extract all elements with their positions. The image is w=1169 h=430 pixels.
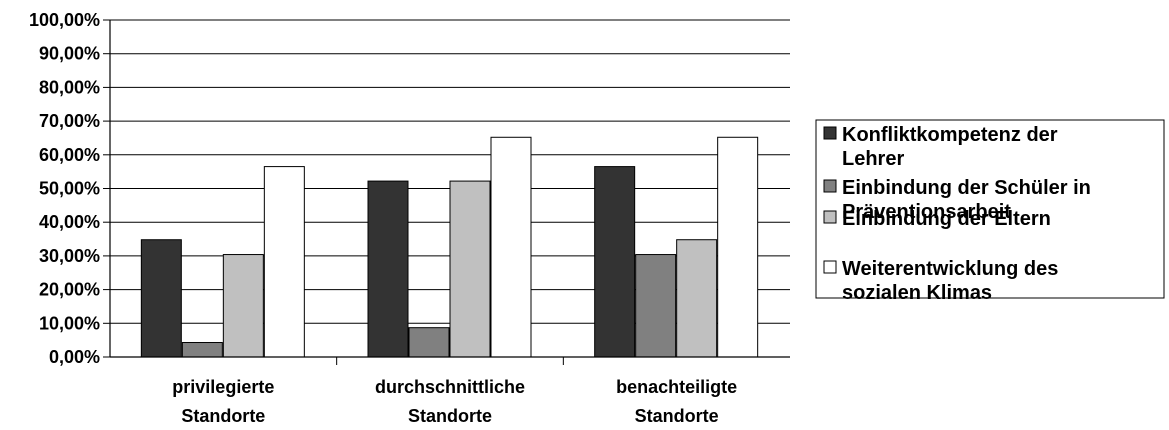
category-label: Standorte [635,406,719,426]
y-tick-label: 20,00% [39,280,100,300]
category-label: durchschnittliche [375,377,525,397]
legend-label: Lehrer [842,148,904,170]
bar [449,180,491,358]
bar [140,239,182,358]
legend-label: Präventionsarbeit [842,201,1011,223]
legend-swatch [823,210,837,224]
y-tick-label: 10,00% [39,313,100,333]
legend-swatch [823,126,837,140]
axes [103,19,790,365]
category-labels: privilegierte Standorte durchschnittliche S… [172,377,737,426]
y-tick-label: 70,00% [39,111,100,131]
category-label: privilegierte [172,377,274,397]
bar [717,136,759,358]
legend-swatch [823,179,837,193]
bar [367,180,409,358]
legend-label: Konfliktkompetenz der [842,124,1058,146]
y-tick-label: 30,00% [39,246,100,266]
bars [140,136,759,358]
legend-box [815,119,1165,299]
y-tick-label: 40,00% [39,212,100,232]
y-tick-label: 60,00% [39,145,100,165]
legend-swatch [823,260,837,274]
legend-label: Weiterentwicklung des [842,258,1058,280]
category-label: Standorte [408,406,492,426]
y-tick-label: 80,00% [39,77,100,97]
legend-label: Einbindung der Eltern [842,208,1051,230]
y-tick-label: 90,00% [39,44,100,64]
y-tick-labels: 0,00% 10,00% 20,00% 30,00% 40,00% 50,00% 60,00… [29,10,100,367]
legend-label: sozialen Klimas [842,282,992,304]
bar [490,136,532,358]
bar [263,166,305,358]
category-label: Standorte [181,406,265,426]
legend-label: Einbindung der Schüler in [842,177,1091,199]
y-tick-label: 50,00% [39,179,100,199]
bar [676,239,718,358]
y-tick-label: 100,00% [29,10,100,30]
bar [181,342,223,358]
y-tick-label: 0,00% [49,347,100,367]
bar [594,166,636,358]
bar [408,327,450,358]
category-label: benachteiligte [616,377,737,397]
bar [635,254,677,358]
bar [222,254,264,358]
